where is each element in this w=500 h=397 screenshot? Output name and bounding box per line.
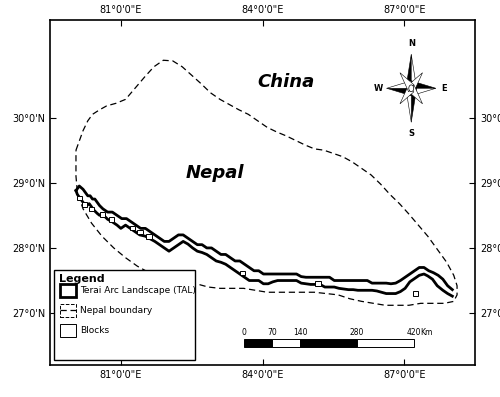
Text: 280: 280 [350, 328, 364, 337]
Bar [412, 291, 418, 295]
Text: 70: 70 [267, 328, 277, 337]
Text: N: N [408, 39, 415, 48]
Text: Legend: Legend [60, 274, 105, 284]
Polygon shape [412, 81, 436, 88]
Bar [272, 339, 300, 347]
Bar [60, 284, 76, 297]
Polygon shape [406, 88, 411, 122]
Polygon shape [408, 73, 422, 92]
Text: 140: 140 [293, 328, 308, 337]
Bar [108, 217, 114, 222]
Text: Terai Arc Landscape (TAL): Terai Arc Landscape (TAL) [80, 287, 196, 295]
Polygon shape [386, 81, 411, 88]
Bar [316, 281, 320, 286]
Text: China: China [258, 73, 314, 91]
Bar [146, 234, 152, 239]
Polygon shape [412, 88, 416, 122]
Text: India: India [142, 275, 194, 293]
Polygon shape [386, 88, 411, 96]
Circle shape [409, 85, 414, 92]
Bar [100, 212, 105, 217]
Bar [77, 196, 82, 200]
Bar [357, 339, 414, 347]
Bar [240, 271, 245, 275]
Polygon shape [408, 85, 422, 104]
Bar [300, 339, 357, 347]
Text: 420: 420 [406, 328, 421, 337]
Bar [130, 226, 136, 230]
Text: W: W [374, 84, 384, 93]
Polygon shape [412, 54, 416, 88]
Bar [60, 324, 76, 337]
Polygon shape [412, 88, 436, 96]
Polygon shape [400, 85, 414, 104]
Polygon shape [406, 54, 411, 88]
Polygon shape [400, 73, 414, 92]
Bar [60, 304, 76, 317]
Text: 0: 0 [241, 328, 246, 337]
Text: Blocks: Blocks [80, 326, 110, 335]
Text: Nepal: Nepal [186, 164, 244, 182]
Text: E: E [441, 84, 446, 93]
Text: Km: Km [420, 328, 432, 337]
Bar [244, 339, 272, 347]
Bar [54, 270, 196, 360]
Text: Nepal boundary: Nepal boundary [80, 306, 152, 315]
Text: S: S [408, 129, 414, 137]
Bar [89, 207, 94, 212]
Bar [82, 202, 87, 207]
Bar [138, 230, 142, 234]
